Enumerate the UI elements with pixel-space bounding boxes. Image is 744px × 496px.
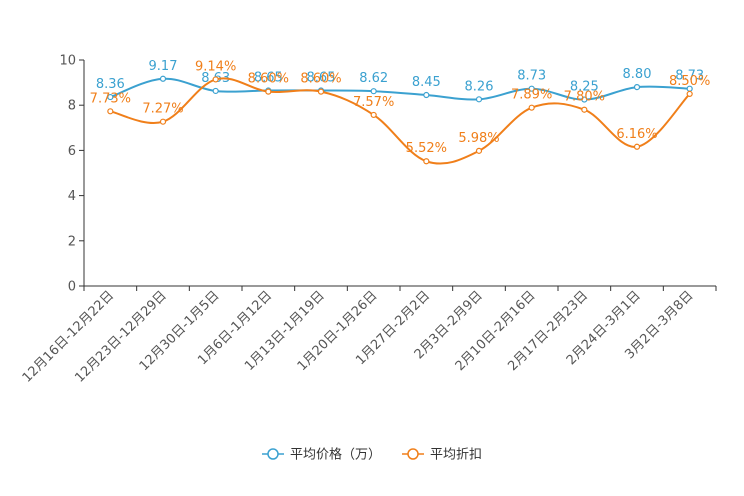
series-1-point [581, 96, 588, 103]
y-tick-label: 2 [68, 234, 76, 249]
series-1-data-label: 8.26 [465, 79, 494, 94]
series-2-point [212, 76, 219, 83]
series-2-point [423, 158, 430, 165]
series-1-point [633, 84, 641, 91]
series-2-data-label: 9.14% [195, 59, 236, 74]
series-1-data-label: 8.25 [570, 80, 599, 95]
y-tick-label: 6 [68, 144, 76, 159]
series-2-point [159, 118, 167, 125]
series-2-data-label: 7.89% [511, 88, 552, 103]
y-tick-label: 0 [68, 280, 76, 295]
legend-label-2: 平均折扣 [430, 448, 482, 463]
series-2-data-label: 7.73% [90, 91, 131, 106]
series-2-data-label: 8.50% [669, 74, 710, 89]
series-2-point [686, 90, 693, 98]
series-1-data-label: 8.80 [623, 67, 652, 82]
series-1-point [370, 88, 377, 95]
series-2-data-label: 5.52% [406, 141, 447, 156]
x-tick-label: 12月16日-12月22日 [20, 288, 117, 385]
series-1-data-label: 8.65 [254, 71, 283, 86]
series-1-point [528, 85, 535, 92]
y-tick-label: 4 [68, 189, 76, 204]
series-1-data-label: 9.17 [149, 59, 178, 74]
series-1-data-label: 8.73 [675, 69, 704, 84]
series-2-data-label: 7.80% [564, 90, 605, 105]
series-2-point [475, 147, 483, 154]
series-2-point [265, 88, 272, 95]
legend-marker-2 [407, 448, 419, 460]
series-2-data-label: 8.60% [248, 72, 289, 87]
series-1-point [159, 75, 167, 82]
series-2-point [317, 88, 325, 95]
series-1-point [423, 91, 430, 99]
y-tick-label: 10 [59, 54, 76, 69]
y-tick-label: 8 [68, 99, 76, 114]
series-2-point [633, 143, 641, 150]
series-1-point [107, 93, 114, 101]
series-2-data-label: 8.60% [300, 72, 341, 87]
series-line-2 [110, 77, 691, 165]
series-1-data-label: 8.45 [412, 75, 441, 90]
x-tick-label: 12月23日-12月29日 [72, 288, 169, 385]
series-1-data-label: 8.65 [307, 71, 336, 86]
legend-marker-1 [267, 448, 279, 460]
series-line-1 [109, 77, 690, 101]
series-2-data-label: 7.57% [353, 95, 394, 110]
series-1-point [475, 96, 483, 103]
series-2-point [107, 108, 114, 115]
series-1-data-label: 8.73 [517, 69, 546, 84]
legend-label-1: 平均价格（万） [290, 447, 381, 463]
series-2-data-label: 7.27% [142, 102, 183, 117]
series-2-data-label: 6.16% [616, 127, 657, 142]
series-1-data-label: 8.62 [359, 71, 388, 86]
series-2-point [581, 106, 588, 113]
series-2-point [370, 111, 377, 119]
series-2-data-label: 5.98% [458, 131, 499, 146]
series-2-point [528, 104, 535, 111]
series-1-data-label: 8.36 [96, 77, 125, 92]
series-1-point [212, 87, 219, 95]
